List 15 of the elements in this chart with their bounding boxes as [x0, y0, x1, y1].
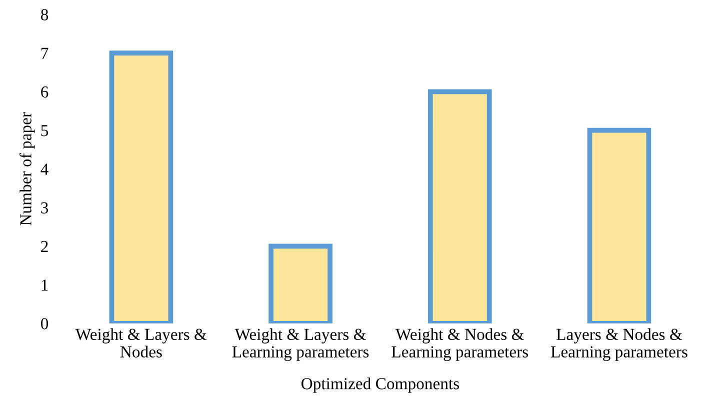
y-tick-label: 8: [40, 9, 48, 20]
y-tick-label: 2: [41, 240, 48, 252]
x-tick-label: Weight & Layers & Nodes: [75, 328, 207, 358]
y-tick-label: 4: [40, 164, 48, 175]
x-tick-label: Layers & Nodes & Learning parameters: [550, 328, 688, 361]
x-tick-label: Weight & Nodes & Learning parameters: [392, 328, 528, 361]
y-tick-label: 7: [41, 48, 48, 59]
y-tick-label: 6: [41, 86, 48, 98]
y-tick-label: 1: [42, 280, 48, 291]
y-tick-label: 3: [41, 202, 48, 214]
y-tick-label: 0: [40, 318, 48, 330]
y-axis-title: Number of paper: [20, 112, 35, 226]
y-tick-label: 5: [41, 125, 48, 136]
x-axis-title: Optimized Components: [302, 378, 459, 393]
x-tick-label: Weight & Layers & Learning parameters: [232, 328, 369, 361]
